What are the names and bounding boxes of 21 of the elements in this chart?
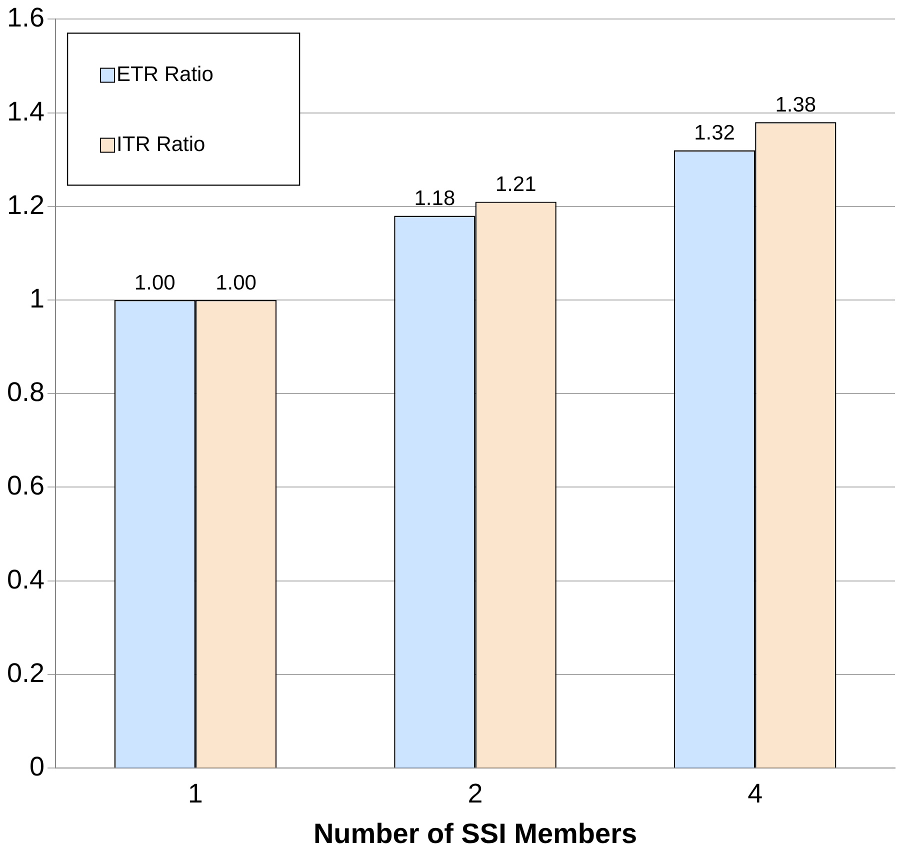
x-tick-label: 1 bbox=[188, 778, 203, 809]
data-label: 1.21 bbox=[495, 173, 536, 196]
y-tick-label: 1 bbox=[30, 283, 45, 314]
y-tick-label: 0.2 bbox=[6, 658, 45, 688]
data-label: 1.18 bbox=[414, 187, 456, 210]
data-label: 1.00 bbox=[134, 271, 176, 294]
legend-label: ITR Ratio bbox=[116, 132, 206, 156]
y-tick-label: 0 bbox=[30, 751, 45, 782]
data-label: 1.00 bbox=[216, 271, 256, 294]
y-tick-label: 1.4 bbox=[6, 96, 45, 126]
legend-label: ETR Ratio bbox=[116, 62, 214, 86]
data-label: 1.38 bbox=[775, 93, 816, 116]
y-tick-label: 0.6 bbox=[6, 470, 45, 501]
y-tick-label: 1.2 bbox=[6, 190, 45, 220]
x-tick-label: 2 bbox=[468, 778, 483, 809]
y-tick-label: 0.8 bbox=[6, 377, 45, 408]
y-tick-label: 0.4 bbox=[6, 564, 45, 594]
x-tick-label: 4 bbox=[748, 778, 763, 809]
y-tick-label: 1.6 bbox=[6, 2, 45, 33]
x-axis-title: Number of SSI Members bbox=[313, 818, 638, 849]
data-label: 1.32 bbox=[694, 122, 735, 145]
